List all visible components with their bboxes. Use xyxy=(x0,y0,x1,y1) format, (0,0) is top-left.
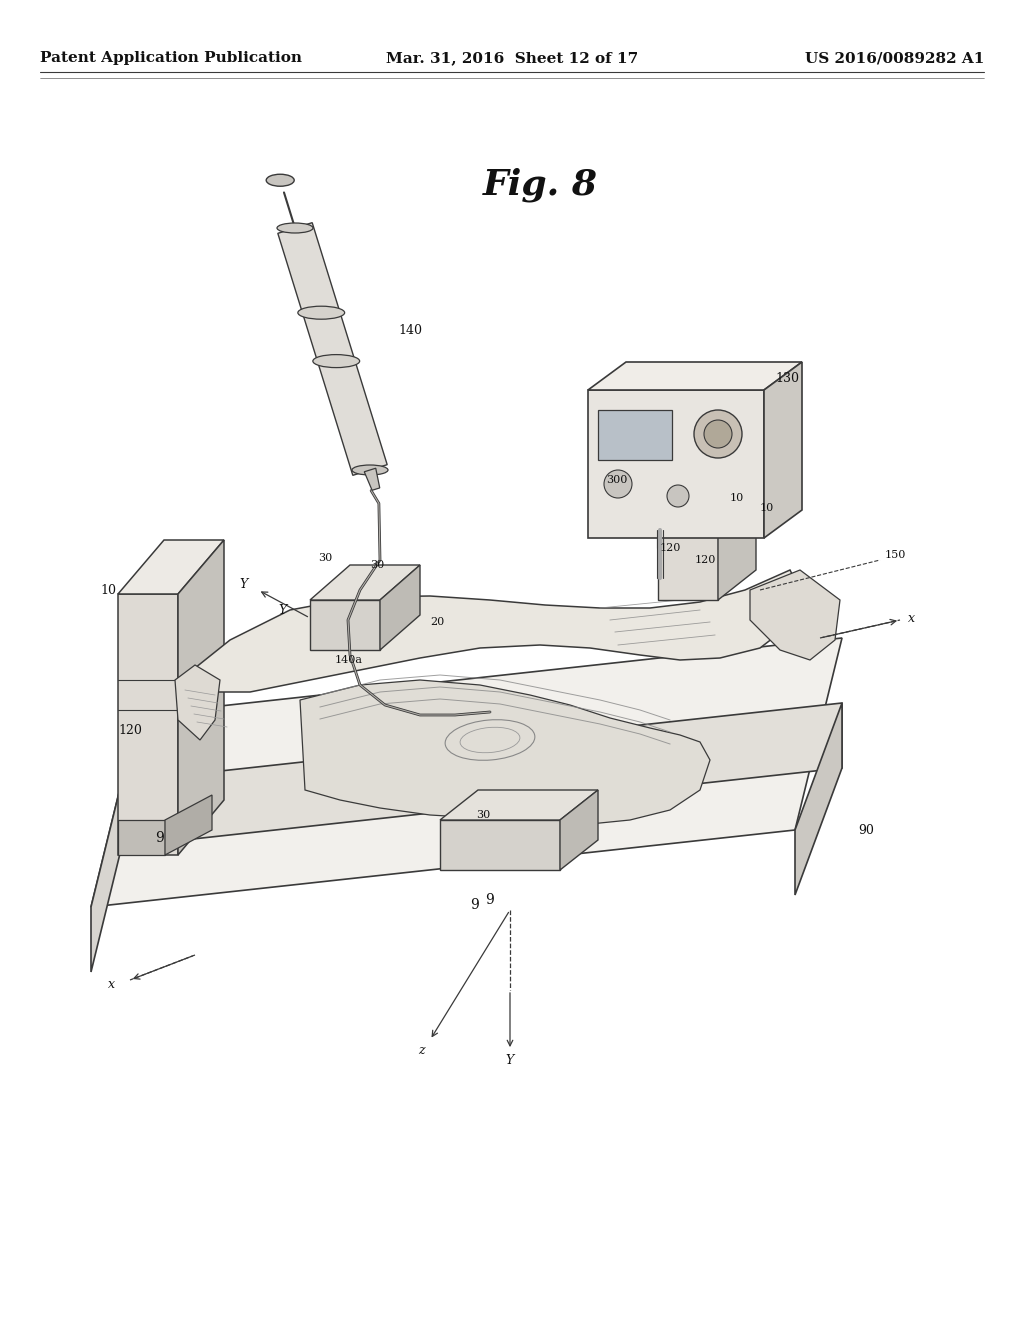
Circle shape xyxy=(532,837,548,853)
Text: x: x xyxy=(108,978,115,991)
Polygon shape xyxy=(795,704,842,895)
Polygon shape xyxy=(91,715,138,972)
Circle shape xyxy=(604,470,632,498)
Text: Y: Y xyxy=(506,1053,514,1067)
Text: 9: 9 xyxy=(156,832,165,845)
Text: z: z xyxy=(419,1044,425,1056)
Polygon shape xyxy=(91,638,842,907)
Text: 10: 10 xyxy=(730,492,744,503)
Text: US 2016/0089282 A1: US 2016/0089282 A1 xyxy=(805,51,984,65)
Polygon shape xyxy=(380,565,420,649)
Text: 120: 120 xyxy=(118,723,142,737)
Polygon shape xyxy=(560,789,598,870)
Polygon shape xyxy=(365,469,380,490)
Polygon shape xyxy=(588,362,802,389)
Text: Y: Y xyxy=(240,578,248,591)
Text: Fig. 8: Fig. 8 xyxy=(482,168,597,202)
Text: 30: 30 xyxy=(370,560,384,570)
Polygon shape xyxy=(118,540,224,594)
Text: 140: 140 xyxy=(398,323,422,337)
Circle shape xyxy=(694,411,742,458)
Text: 30: 30 xyxy=(476,810,490,820)
Polygon shape xyxy=(118,594,178,855)
Circle shape xyxy=(484,837,500,853)
Ellipse shape xyxy=(278,223,313,234)
FancyBboxPatch shape xyxy=(598,411,672,459)
Polygon shape xyxy=(718,500,756,601)
Text: 10: 10 xyxy=(760,503,774,513)
Ellipse shape xyxy=(266,174,294,186)
Ellipse shape xyxy=(352,465,388,475)
Polygon shape xyxy=(300,680,710,825)
Text: Mar. 31, 2016  Sheet 12 of 17: Mar. 31, 2016 Sheet 12 of 17 xyxy=(386,51,638,65)
Text: 30: 30 xyxy=(318,553,332,564)
Polygon shape xyxy=(750,570,840,660)
Polygon shape xyxy=(310,601,380,649)
Polygon shape xyxy=(588,389,764,539)
Polygon shape xyxy=(118,820,165,855)
Ellipse shape xyxy=(298,306,345,319)
Text: 9: 9 xyxy=(485,894,495,907)
Polygon shape xyxy=(310,565,420,601)
Polygon shape xyxy=(764,362,802,539)
Text: 130: 130 xyxy=(775,371,799,384)
Text: 90: 90 xyxy=(858,824,873,837)
Polygon shape xyxy=(440,789,598,820)
Text: 300: 300 xyxy=(606,475,628,484)
Text: Patent Application Publication: Patent Application Publication xyxy=(40,51,302,65)
Polygon shape xyxy=(658,531,718,601)
Polygon shape xyxy=(658,500,756,531)
Circle shape xyxy=(460,837,476,853)
Text: 120: 120 xyxy=(660,543,681,553)
Text: 9: 9 xyxy=(470,898,479,912)
Text: 120: 120 xyxy=(695,554,717,565)
Text: 150: 150 xyxy=(885,550,906,560)
Polygon shape xyxy=(180,570,800,692)
Ellipse shape xyxy=(313,355,359,367)
Text: x: x xyxy=(908,611,915,624)
Polygon shape xyxy=(165,795,212,855)
Polygon shape xyxy=(178,540,224,855)
Polygon shape xyxy=(278,223,387,475)
Text: 20: 20 xyxy=(430,616,444,627)
Circle shape xyxy=(705,420,732,447)
Circle shape xyxy=(508,837,524,853)
Text: Y: Y xyxy=(278,603,287,616)
Circle shape xyxy=(667,484,689,507)
Text: 140a: 140a xyxy=(335,655,362,665)
Polygon shape xyxy=(440,820,560,870)
Polygon shape xyxy=(138,704,842,845)
Text: 10: 10 xyxy=(100,583,116,597)
Polygon shape xyxy=(175,665,220,741)
